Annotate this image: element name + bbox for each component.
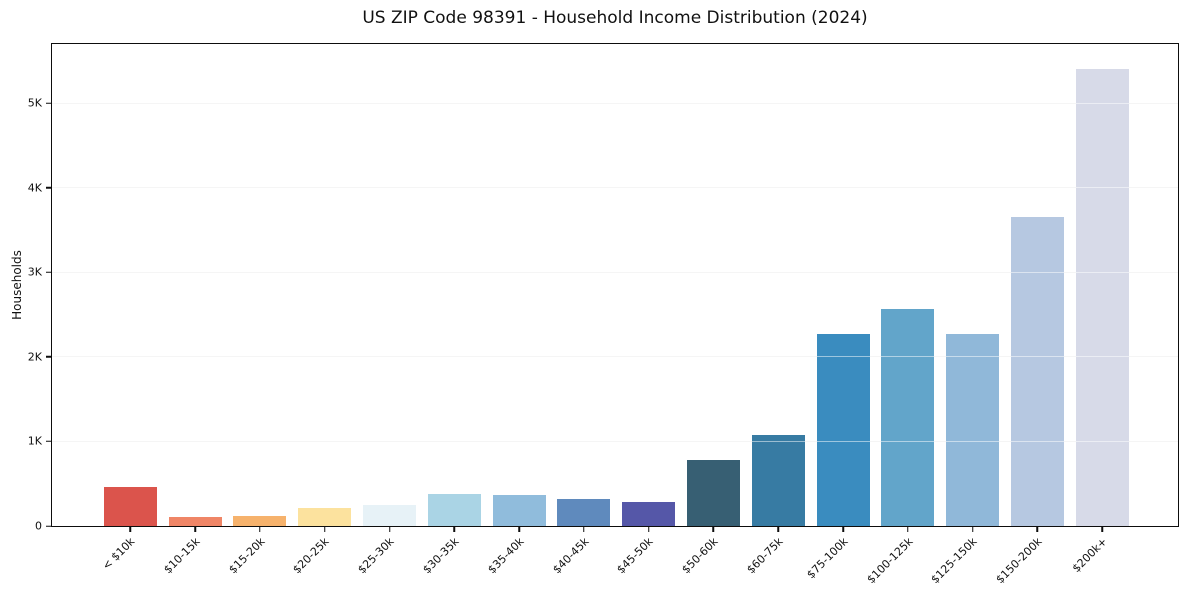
y-tick [46,356,51,358]
y-tick-label: 0 [35,519,42,533]
y-tick [46,271,51,274]
x-tick-label: $75-100k [804,535,851,582]
x-tick [777,527,780,532]
x-tick [323,527,326,532]
bar [622,501,676,526]
bar [103,487,157,526]
x-tick-label: $45-50k [614,535,656,577]
x-tick [971,527,974,532]
bar [881,308,935,526]
x-tick [259,527,261,532]
y-tick [46,525,51,527]
y-tick-label: 3K [27,265,42,279]
x-tick-label: $10-15k [161,535,203,577]
gridline-overlay [52,102,1178,104]
x-tick [1101,527,1103,532]
x-tick-label: $40-45k [549,535,592,577]
x-tick-label: $50-60k [679,535,721,577]
x-tick [842,527,844,532]
gridline-overlay [52,187,1178,189]
gridline-overlay [52,440,1178,442]
y-axis-label: Households [10,250,24,320]
bar [363,505,416,526]
y-tick [46,102,51,104]
y-tick [46,440,51,443]
bar [427,493,481,526]
x-tick-label: $35-40k [485,535,527,577]
x-tick [453,527,456,532]
plot-area: 0 1K 2K 3K 4K 5K < $10k $10-15k $15-20k $20-25k $2… [28,43,1179,586]
y-tick-label: 4K [27,181,42,195]
bar [298,507,352,526]
x-tick-label: $60-75k [744,535,786,577]
x-tick [194,527,196,532]
x-tick [712,527,715,532]
bar [233,515,287,526]
bar [1010,217,1064,526]
x-tick-label: $20-25k [290,535,332,577]
x-tick-label: $125-150k [928,535,980,587]
x-tick [129,527,132,532]
x-tick-label: $200k+ [1069,535,1110,576]
bar [751,434,805,526]
bar [816,334,870,526]
gridline-overlay [52,271,1178,273]
x-tick [388,527,391,532]
bar [1075,69,1129,526]
y-tick [46,187,51,189]
x-tick [583,527,585,532]
bar [492,495,546,526]
bar [168,516,222,526]
x-tick [518,527,520,532]
chart-title: US ZIP Code 98391 - Household Income Dis… [362,8,868,28]
x-tick-label: $25-30k [355,535,397,577]
x-tick-label: $150-200k [993,535,1045,587]
y-tick-label: 2K [27,350,42,364]
x-tick-label: $15-20k [225,535,268,577]
bar [946,334,1000,526]
bar [687,460,740,526]
x-tick [907,527,909,532]
x-tick [1036,527,1039,532]
x-tick [647,527,650,532]
x-tick-label: $100-125k [863,535,916,587]
x-tick-label: < $10k [100,535,138,573]
x-tick-label: $30-35k [420,535,462,577]
y-tick-label: 1K [27,434,42,448]
gridline-overlay [52,356,1178,358]
bar [557,498,611,526]
y-tick-label: 5K [27,96,42,110]
